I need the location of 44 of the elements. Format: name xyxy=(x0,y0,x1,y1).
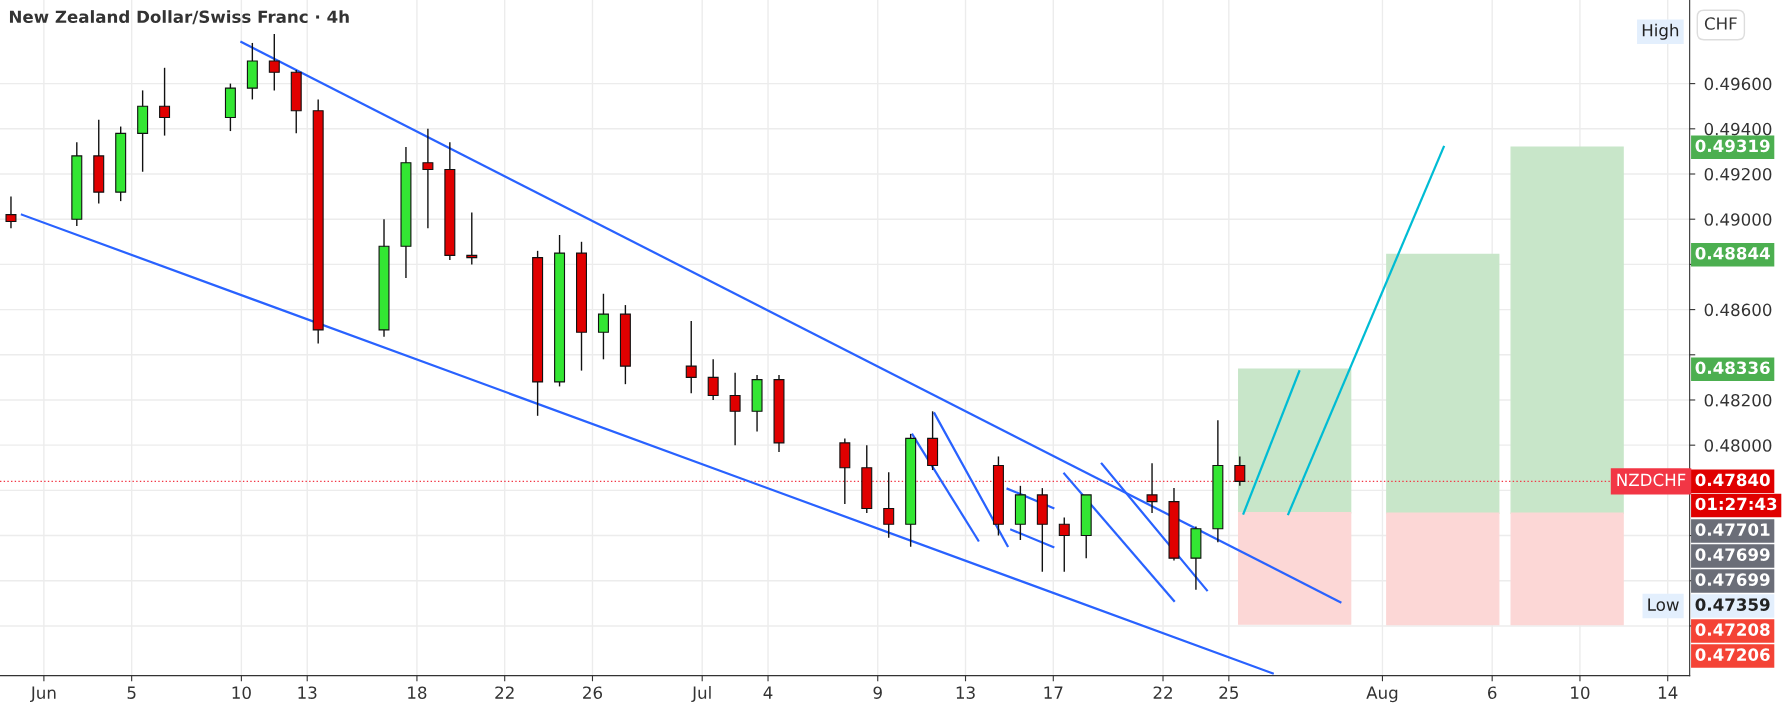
y-axis-title: CHF xyxy=(1704,17,1737,30)
x-tick-label: 4 xyxy=(763,686,773,699)
x-tick-label: 10 xyxy=(232,686,251,699)
text: 0.47359 xyxy=(1695,598,1770,611)
y-tick-label: 0.49000 xyxy=(1704,213,1772,226)
x-tick-label: 18 xyxy=(408,686,427,699)
y-tick-label: 0.49200 xyxy=(1704,167,1772,181)
x-tick-label: 14 xyxy=(1658,686,1678,699)
ref-line-label: NZDCHF xyxy=(1617,473,1686,487)
y-tick-label: 0.49600 xyxy=(1704,77,1772,91)
x-tick-label: 13 xyxy=(956,686,975,699)
x-tick-label: 6 xyxy=(1488,686,1497,699)
x-tick-label: 9 xyxy=(873,686,882,699)
text: 0.47206 xyxy=(1695,648,1770,661)
x-tick-label: 25 xyxy=(1219,686,1238,699)
text: 0.47701 xyxy=(1695,523,1770,536)
x-tick-label: 13 xyxy=(298,686,317,699)
text: 0.47699 xyxy=(1695,548,1770,561)
bar xyxy=(1510,512,1624,626)
x-tick-label: Aug xyxy=(1366,686,1398,703)
x-tick-label: 17 xyxy=(1044,686,1063,699)
text: 0.47840 xyxy=(1695,473,1770,487)
text: 0.48844 xyxy=(1695,246,1770,260)
x-tick-label: 10 xyxy=(1571,686,1590,699)
annotation: High xyxy=(1642,23,1679,40)
x-tick-label: Jun xyxy=(30,686,56,703)
x-tick-label: 26 xyxy=(583,686,603,699)
y-tick-label: 0.49400 xyxy=(1704,122,1772,136)
bar xyxy=(1238,368,1352,514)
x-tick-label: Jul xyxy=(691,686,711,703)
text: 0.47699 xyxy=(1695,573,1770,586)
x-tick-label: 22 xyxy=(1153,686,1172,699)
annotation: Low xyxy=(1648,598,1679,611)
x-tick-label: 22 xyxy=(495,686,514,699)
y-tick-label: 0.48200 xyxy=(1704,393,1772,407)
text: 0.49319 xyxy=(1695,139,1770,153)
text: 0.48336 xyxy=(1695,361,1770,375)
y-tick-label: 0.48000 xyxy=(1704,439,1772,452)
text: 01:27:43 xyxy=(1695,497,1777,511)
x-tick-label: 5 xyxy=(127,686,136,699)
y-tick-label: 0.48600 xyxy=(1704,303,1772,317)
text: New Zealand Dollar/Swiss Franc · 4h xyxy=(9,10,349,25)
text: 0.47208 xyxy=(1695,623,1770,636)
bar xyxy=(1238,512,1352,625)
